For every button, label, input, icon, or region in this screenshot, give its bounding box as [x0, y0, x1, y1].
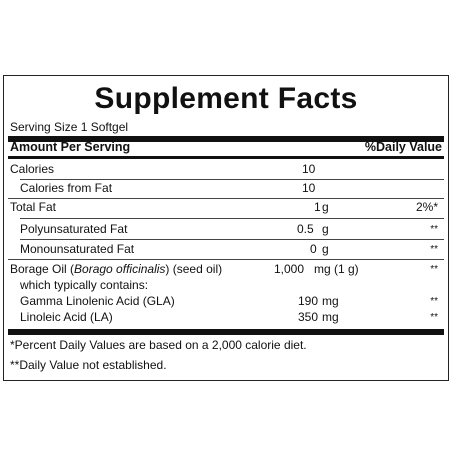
daily-value-header: %Daily Value [364, 140, 442, 154]
footnote-dv-basis: *Percent Daily Values are based on a 2,0… [10, 338, 307, 352]
ingredient-unit: mg [322, 310, 339, 324]
ingredient-row: Borage Oil (Borago officinalis) (seed oi… [4, 262, 448, 277]
nutrient-row: Polyunsaturated Fat 0.5 g ** [4, 222, 448, 237]
ingredient-amount: 1,000 [274, 262, 305, 276]
ingredient-unit: mg (1 g) [314, 262, 359, 276]
amount-per-serving-header: Amount Per Serving [10, 140, 131, 154]
nutrient-amount: 10 [302, 162, 316, 176]
nutrient-name: Polyunsaturated Fat [20, 222, 128, 236]
nutrient-daily-value: ** [430, 224, 438, 235]
nutrient-row: Monounsaturated Fat 0 g ** [4, 242, 448, 257]
header-bottom-divider [8, 156, 444, 159]
ingredient-unit: mg [322, 294, 339, 308]
nutrient-row: Calories from Fat 10 [4, 181, 448, 196]
nutrient-amount: 10 [302, 181, 316, 195]
nutrient-amount: 1 [314, 200, 321, 214]
nutrient-name: Monounsaturated Fat [20, 242, 135, 256]
panel-title: Supplement Facts [94, 82, 358, 115]
row-divider [8, 198, 444, 199]
ingredient-amount: 190 [298, 294, 319, 308]
supplement-facts-panel: Supplement Facts Serving Size 1 Softgel … [3, 75, 449, 381]
header-divider [8, 136, 444, 142]
nutrient-amount: 0.5 [297, 222, 314, 236]
ingredient-row: Gamma Linolenic Acid (GLA) 190 mg ** [4, 294, 448, 309]
ingredient-daily-value: ** [430, 296, 438, 307]
serving-size: Serving Size 1 Softgel [10, 120, 129, 134]
nutrient-unit: g [322, 222, 329, 236]
row-divider [20, 179, 444, 180]
footnote-divider [8, 329, 444, 335]
row-divider [20, 239, 444, 240]
nutrient-unit: g [322, 200, 329, 214]
ingredient-daily-value: ** [430, 312, 438, 323]
ingredient-amount: 350 [298, 310, 319, 324]
ingredient-note: which typically contains: [20, 278, 149, 292]
nutrient-amount: 0 [310, 242, 317, 256]
nutrient-unit: g [322, 242, 329, 256]
ingredient-name: Gamma Linolenic Acid (GLA) [20, 294, 175, 308]
row-divider [8, 259, 444, 260]
nutrient-name: Calories from Fat [20, 181, 113, 195]
nutrient-daily-value: ** [430, 244, 438, 255]
nutrient-name: Calories [10, 162, 55, 176]
nutrient-daily-value: 2%* [415, 200, 438, 214]
ingredient-row: Linoleic Acid (LA) 350 mg ** [4, 310, 448, 325]
ingredient-name: Linoleic Acid (LA) [20, 310, 113, 324]
nutrient-name: Total Fat [10, 200, 57, 214]
ingredient-note-row: which typically contains: [4, 278, 448, 293]
footnote-dv-not-established: **Daily Value not established. [10, 358, 167, 372]
ingredient-daily-value: ** [430, 264, 438, 275]
row-divider [20, 218, 444, 219]
ingredient-name: Borage Oil (Borago officinalis) (seed oi… [10, 262, 223, 276]
nutrient-row: Calories 10 [4, 162, 448, 177]
nutrient-row: Total Fat 1 g 2%* [4, 200, 448, 215]
